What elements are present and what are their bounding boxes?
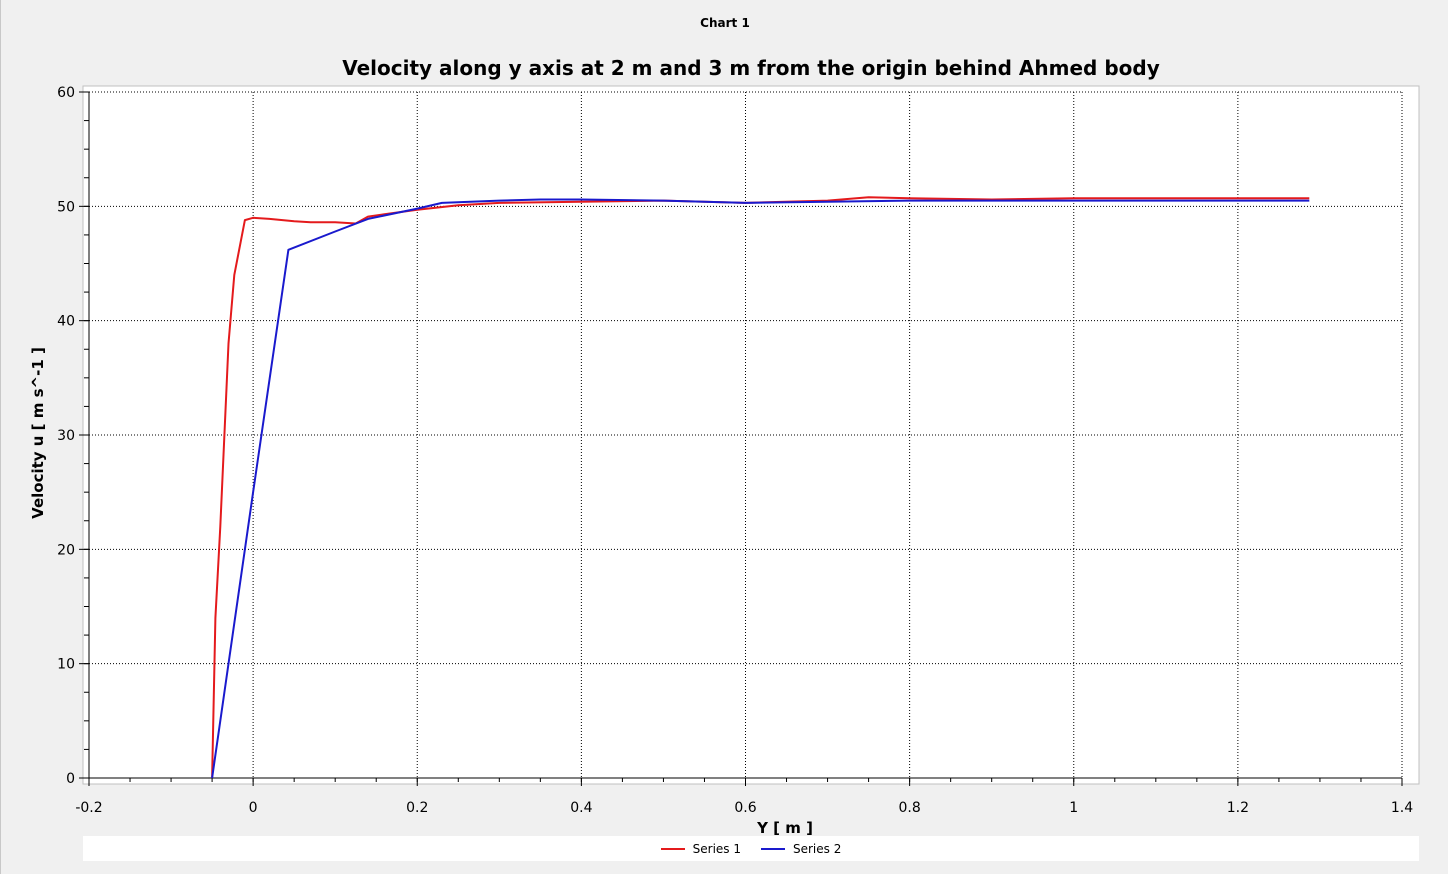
legend-swatch-series-2 bbox=[761, 847, 785, 850]
chart-title: Velocity along y axis at 2 m and 3 m fro… bbox=[342, 56, 1160, 80]
legend-swatch-series-1 bbox=[660, 847, 685, 850]
series-line-1 bbox=[211, 196, 1310, 779]
x-tick-label: 0.6 bbox=[734, 800, 756, 816]
legend-label-series-1: Series 1 bbox=[692, 841, 741, 856]
x-tick-label: 0.4 bbox=[570, 800, 592, 816]
x-tick-label: 1 bbox=[1069, 800, 1078, 816]
y-tick-label: 50 bbox=[57, 199, 75, 215]
y-axis-label: Velocity u [ m s^-1 ] bbox=[29, 347, 47, 519]
y-tick-label: 30 bbox=[57, 428, 75, 444]
legend-item-series-1[interactable]: Series 1 bbox=[660, 841, 741, 856]
x-tick-label: 0.2 bbox=[406, 800, 428, 816]
x-tick-label: 0.8 bbox=[898, 800, 920, 816]
x-tick-label: 1.2 bbox=[1227, 800, 1249, 816]
legend-label-series-2: Series 2 bbox=[793, 841, 842, 856]
x-tick-label: -0.2 bbox=[75, 800, 102, 816]
x-tick-label: 1.4 bbox=[1391, 800, 1413, 816]
legend-item-series-2[interactable]: Series 2 bbox=[761, 842, 841, 856]
y-tick-label: 0 bbox=[66, 771, 75, 787]
y-tick-label: 40 bbox=[57, 314, 75, 330]
plot-area bbox=[82, 85, 1420, 785]
y-tick-label: 60 bbox=[57, 85, 75, 101]
window-title: Chart 1 bbox=[700, 16, 750, 30]
x-axis-label: Y [ m ] bbox=[756, 819, 813, 837]
legend: Series 1 Series 2 bbox=[83, 836, 1419, 861]
legend-area: Series 1 Series 2 bbox=[83, 836, 1419, 861]
x-tick-label: 0 bbox=[249, 800, 258, 816]
y-tick-label: 10 bbox=[57, 657, 75, 673]
y-tick-label: 20 bbox=[57, 542, 75, 558]
series-line-2 bbox=[211, 198, 1310, 779]
